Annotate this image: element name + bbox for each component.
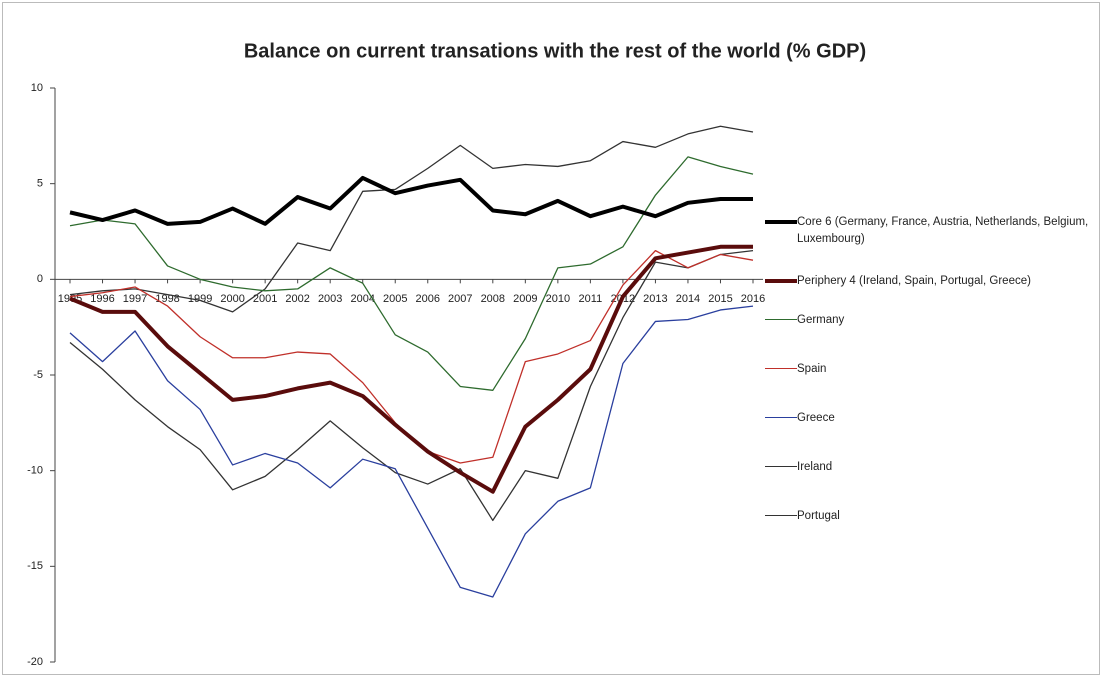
legend-label: Spain bbox=[797, 363, 827, 375]
x-tick-label: 2008 bbox=[481, 293, 505, 305]
y-tick-label: -5 bbox=[33, 369, 43, 381]
series-line bbox=[69, 244, 753, 494]
y-tick-label: 5 bbox=[37, 178, 43, 190]
x-tick-label: 2011 bbox=[579, 293, 603, 305]
legend-item: Core 6 (Germany, France, Austria, Nether… bbox=[765, 214, 1095, 248]
legend-swatch bbox=[765, 466, 797, 468]
x-tick-label: 2010 bbox=[546, 293, 570, 305]
legend-label: Germany bbox=[797, 314, 845, 326]
x-tick-label: 2007 bbox=[448, 293, 472, 305]
legend-swatch bbox=[765, 279, 797, 283]
legend-label: Ireland bbox=[797, 461, 833, 473]
x-tick-label: 2016 bbox=[741, 293, 765, 305]
x-tick-label: 1996 bbox=[90, 293, 114, 305]
series-line bbox=[69, 249, 754, 522]
legend-swatch bbox=[765, 220, 797, 224]
legend-item: Spain bbox=[765, 361, 1095, 378]
y-tick-label: -15 bbox=[27, 560, 43, 572]
legend-swatch bbox=[765, 417, 797, 419]
legend-item: Ireland bbox=[765, 459, 1095, 476]
series-line bbox=[69, 175, 753, 226]
y-tick-label: 0 bbox=[37, 273, 43, 285]
chart-title: Balance on current transations with the … bbox=[244, 40, 866, 62]
x-tick-label: 2009 bbox=[513, 293, 537, 305]
legend-swatch bbox=[765, 368, 797, 370]
y-tick-label: -10 bbox=[27, 465, 43, 477]
x-tick-label: 2013 bbox=[643, 293, 667, 305]
x-tick-label: 1997 bbox=[123, 293, 147, 305]
x-tick-label: 2003 bbox=[318, 293, 342, 305]
legend-label: Core 6 (Germany, France, Austria, Nether… bbox=[797, 216, 1089, 245]
x-tick-label: 2000 bbox=[220, 293, 244, 305]
legend-label: Portugal bbox=[797, 510, 840, 522]
x-tick-label: 2014 bbox=[676, 293, 700, 305]
legend-item: Portugal bbox=[765, 508, 1095, 525]
legend-swatch bbox=[765, 319, 797, 321]
legend-item: Germany bbox=[765, 312, 1095, 329]
legend-label: Greece bbox=[797, 412, 835, 424]
legend-item: Greece bbox=[765, 410, 1095, 427]
y-tick-label: 10 bbox=[31, 82, 43, 94]
series-line bbox=[69, 156, 754, 391]
legend-label: Periphery 4 (Ireland, Spain, Portugal, G… bbox=[797, 275, 1031, 287]
legend-item: Periphery 4 (Ireland, Spain, Portugal, G… bbox=[765, 273, 1095, 290]
legend-swatch bbox=[765, 515, 797, 517]
x-tick-label: 2005 bbox=[383, 293, 407, 305]
y-tick-label: -20 bbox=[27, 656, 43, 668]
series-line bbox=[69, 249, 754, 464]
x-tick-label: 2006 bbox=[416, 293, 440, 305]
series-line bbox=[69, 125, 754, 313]
x-tick-label: 2001 bbox=[253, 293, 277, 305]
x-tick-label: 2002 bbox=[285, 293, 309, 305]
series-line bbox=[69, 305, 754, 598]
x-tick-label: 2004 bbox=[350, 293, 374, 305]
x-tick-label: 2015 bbox=[708, 293, 732, 305]
